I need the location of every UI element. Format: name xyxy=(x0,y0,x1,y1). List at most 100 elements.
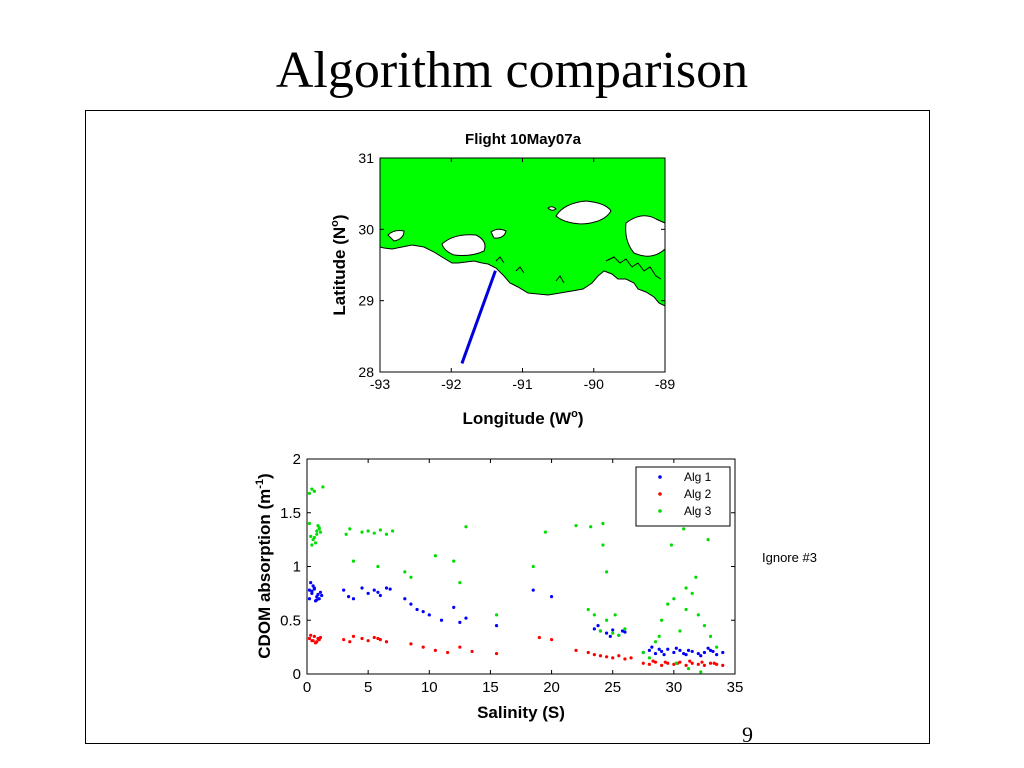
data-point xyxy=(589,525,593,529)
scatter-x-tick-label: 20 xyxy=(543,679,560,696)
scatter-y-axis-label: CDOM absorption (m-1) xyxy=(254,473,274,658)
lake-shape xyxy=(490,228,507,239)
data-point xyxy=(601,521,605,526)
map-x-tick-label: -90 xyxy=(584,376,604,392)
data-point xyxy=(660,649,664,654)
data-point xyxy=(391,529,395,533)
lake-shape xyxy=(441,234,486,256)
data-point xyxy=(439,618,444,622)
land-mass xyxy=(379,157,666,307)
data-point xyxy=(608,634,612,638)
data-point xyxy=(549,638,554,642)
scatter-y-tick-label: 0.5 xyxy=(280,612,301,629)
data-point xyxy=(409,575,413,579)
data-point xyxy=(376,564,380,569)
data-point xyxy=(372,588,376,592)
data-point xyxy=(531,588,535,592)
scatter-x-tick-label: 15 xyxy=(482,679,499,696)
data-point xyxy=(313,641,318,645)
data-point xyxy=(696,651,700,656)
data-point xyxy=(307,636,312,641)
data-point xyxy=(421,610,425,614)
scatter-y-tick-label: 1 xyxy=(293,559,301,576)
data-point xyxy=(458,581,462,585)
data-point xyxy=(574,648,578,652)
legend-box xyxy=(635,466,731,527)
data-point xyxy=(660,663,664,668)
series-3-points xyxy=(307,485,719,674)
scatter-y-axis-label-sup: -1 xyxy=(254,479,266,489)
data-point xyxy=(366,591,370,595)
data-point xyxy=(376,636,380,641)
data-point xyxy=(586,607,590,612)
data-point xyxy=(611,628,615,632)
data-point xyxy=(647,656,652,660)
data-point xyxy=(543,530,548,534)
scatter-points xyxy=(307,485,725,674)
data-point xyxy=(310,487,314,491)
data-point xyxy=(641,650,645,655)
data-point xyxy=(712,661,716,665)
scatter-y-tick-label: 1.5 xyxy=(280,505,301,522)
data-point xyxy=(690,649,694,654)
scatter-x-tick-label: 10 xyxy=(421,679,438,696)
data-point xyxy=(360,636,364,641)
data-point xyxy=(378,638,382,642)
map-y-tick-label: 29 xyxy=(358,293,374,309)
data-point xyxy=(686,667,691,671)
data-point xyxy=(388,587,392,591)
scatter-x-ticks: 0 5 10 15 20 25 30 35 xyxy=(303,459,743,696)
data-point xyxy=(686,648,691,652)
map-x-tick-label: -93 xyxy=(370,376,390,392)
slide-title: Algorithm comparison xyxy=(275,42,749,99)
coastline-detail xyxy=(495,256,565,284)
data-point xyxy=(312,535,316,540)
series-2-points xyxy=(307,633,725,668)
data-point xyxy=(348,527,352,531)
legend-label: Alg 3 xyxy=(684,504,712,518)
data-point xyxy=(537,635,541,640)
data-point xyxy=(690,661,694,665)
side-note: Ignore #3 xyxy=(762,550,817,565)
data-point xyxy=(623,630,627,634)
data-point xyxy=(433,648,437,652)
data-point xyxy=(598,629,603,633)
data-point xyxy=(346,595,351,599)
data-point xyxy=(318,530,323,534)
data-point xyxy=(366,639,370,643)
data-point xyxy=(684,586,688,590)
map-x-tick-label: -91 xyxy=(512,376,532,392)
data-point xyxy=(611,631,615,635)
data-point xyxy=(409,602,413,606)
data-point xyxy=(312,587,316,591)
scatter-x-tick-label: 5 xyxy=(364,679,372,696)
data-point xyxy=(351,634,356,638)
data-point xyxy=(708,634,713,638)
data-point xyxy=(376,590,380,594)
data-point xyxy=(672,597,676,601)
map-x-axis-label-sup: o xyxy=(571,408,578,420)
data-point xyxy=(674,646,678,650)
map-y-axis-label-sup: o xyxy=(329,220,341,227)
content-frame: Flight 10May07a -93 -92 -91 -90 -89 28 29 30 31… xyxy=(85,110,930,744)
data-point xyxy=(307,521,312,526)
map-y-ticks: 28 29 30 31 xyxy=(358,150,665,380)
data-point xyxy=(311,584,315,588)
data-point xyxy=(653,640,658,644)
lake-shape xyxy=(387,230,405,242)
data-point xyxy=(384,640,389,644)
data-point xyxy=(715,662,719,666)
flight-track-line xyxy=(460,270,497,364)
data-point xyxy=(715,645,719,649)
data-point xyxy=(494,651,499,656)
scatter-y-tick-label: 2 xyxy=(293,451,301,468)
data-point xyxy=(403,570,407,574)
data-point xyxy=(320,593,324,598)
map-panel: Flight 10May07a -93 -92 -91 -90 -89 28 29 30 31… xyxy=(329,131,675,428)
data-point xyxy=(351,559,356,563)
map-y-axis-label: Latitude (No) xyxy=(329,214,349,315)
data-point xyxy=(699,654,703,658)
map-y-tick-label: 31 xyxy=(358,150,374,166)
data-point xyxy=(706,538,710,542)
data-point xyxy=(617,654,621,658)
